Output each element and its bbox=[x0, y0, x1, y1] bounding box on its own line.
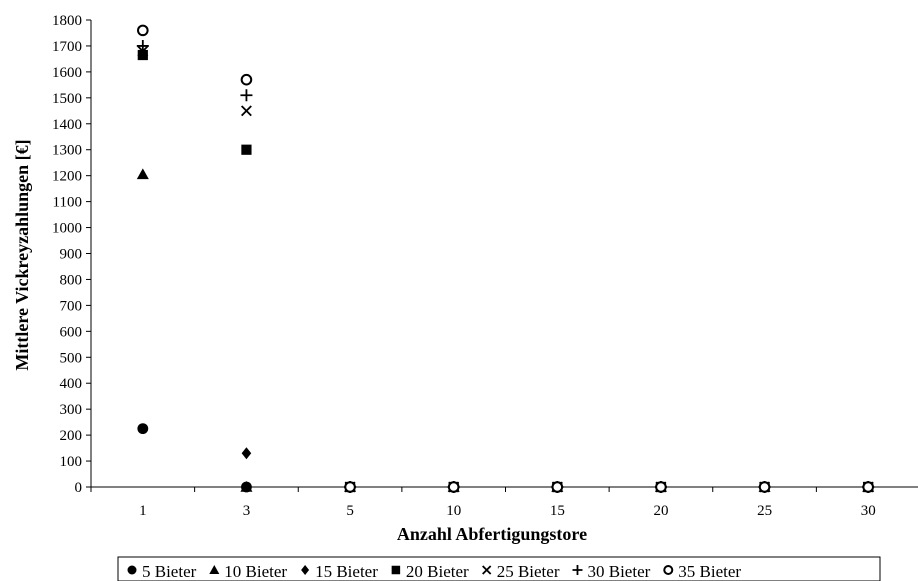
legend-label: 35 Bieter bbox=[678, 562, 741, 581]
legend-item: 10 Bieter bbox=[209, 562, 287, 581]
data-point bbox=[241, 105, 252, 117]
data-point bbox=[137, 49, 148, 61]
legend-marker bbox=[127, 565, 137, 575]
data-points bbox=[136, 24, 875, 493]
data-point bbox=[758, 481, 771, 493]
legend-item: 35 Bieter bbox=[663, 562, 741, 581]
data-point bbox=[136, 39, 149, 52]
legend-marker bbox=[209, 565, 220, 574]
data-point bbox=[655, 481, 667, 493]
legend-item: 25 Bieter bbox=[482, 562, 560, 581]
legend-marker bbox=[301, 565, 310, 575]
y-tick-label: 0 bbox=[75, 480, 83, 496]
data-point bbox=[137, 423, 149, 435]
series-3 bbox=[138, 47, 873, 493]
data-point bbox=[344, 481, 356, 493]
y-tick-label: 800 bbox=[60, 272, 83, 288]
y-tick-label: 1100 bbox=[53, 195, 82, 211]
x-tick-label: 25 bbox=[757, 503, 772, 519]
y-tick-label: 1700 bbox=[52, 39, 82, 55]
legend-item: 5 Bieter bbox=[127, 562, 197, 581]
data-point bbox=[447, 481, 460, 493]
data-point bbox=[240, 73, 253, 86]
x-axis-title: Anzahl Abfertigungstore bbox=[397, 524, 587, 544]
series-2 bbox=[136, 168, 875, 492]
legend-marker bbox=[482, 565, 492, 575]
y-tick-label: 100 bbox=[60, 454, 83, 470]
x-tick-label: 15 bbox=[550, 503, 565, 519]
data-point bbox=[240, 481, 253, 492]
legend-marker bbox=[391, 565, 401, 575]
x-axis: 1 3 5 10 15 20 25 30 bbox=[90, 486, 918, 519]
y-tick-label: 700 bbox=[60, 298, 83, 314]
y-tick-label: 1300 bbox=[52, 143, 82, 159]
y-tick-label: 1500 bbox=[52, 91, 82, 107]
series-6 bbox=[136, 39, 875, 493]
legend-item: 20 Bieter bbox=[391, 562, 469, 581]
legend-label: 15 Bieter bbox=[315, 562, 378, 581]
legend-marker bbox=[663, 565, 674, 575]
data-point bbox=[136, 168, 149, 180]
series-7 bbox=[137, 24, 874, 493]
legend-item: 15 Bieter bbox=[301, 562, 378, 581]
y-tick-label: 300 bbox=[60, 402, 83, 418]
y-tick-label: 600 bbox=[60, 324, 83, 340]
legend-label: 5 Bieter bbox=[142, 562, 197, 581]
data-point bbox=[241, 144, 252, 155]
y-tick-label: 200 bbox=[60, 428, 83, 444]
y-tick-label: 500 bbox=[60, 350, 83, 366]
legend-item: 30 Bieter bbox=[572, 562, 651, 581]
y-tick-label: 400 bbox=[60, 376, 83, 392]
data-point bbox=[137, 24, 149, 37]
y-tick-label: 1800 bbox=[52, 13, 82, 29]
y-tick-label: 1000 bbox=[52, 221, 82, 237]
data-point bbox=[240, 89, 253, 102]
x-tick-label: 1 bbox=[139, 503, 147, 519]
x-tick-label: 10 bbox=[446, 503, 461, 519]
y-axis: 0 100 200 300 400 500 600 700 800 900 1000 1100 1200… bbox=[52, 13, 92, 496]
x-tick-label: 30 bbox=[861, 503, 876, 519]
series-4 bbox=[137, 49, 874, 493]
y-tick-label: 900 bbox=[60, 247, 83, 263]
legend-label: 25 Bieter bbox=[497, 562, 560, 581]
data-point bbox=[241, 447, 252, 460]
legend-label: 20 Bieter bbox=[406, 562, 469, 581]
legend: 5 Bieter 10 Bieter 15 Bieter 20 Bieter 25 Bi… bbox=[117, 556, 881, 581]
y-tick-label: 1200 bbox=[52, 169, 82, 185]
data-point bbox=[862, 481, 874, 493]
y-axis-title: Mittlere Vickreyzahlungen [€] bbox=[12, 139, 32, 370]
legend-label: 10 Bieter bbox=[224, 562, 287, 581]
y-tick-label: 1600 bbox=[52, 65, 82, 81]
data-point bbox=[551, 481, 564, 493]
legend-marker bbox=[572, 565, 583, 575]
x-tick-label: 5 bbox=[346, 503, 354, 519]
x-tick-label: 20 bbox=[653, 503, 668, 519]
legend-box bbox=[117, 556, 881, 581]
x-tick-label: 3 bbox=[243, 503, 251, 519]
y-tick-label: 1400 bbox=[52, 117, 82, 133]
series-5 bbox=[137, 45, 874, 493]
legend-label: 30 Bieter bbox=[587, 562, 650, 581]
